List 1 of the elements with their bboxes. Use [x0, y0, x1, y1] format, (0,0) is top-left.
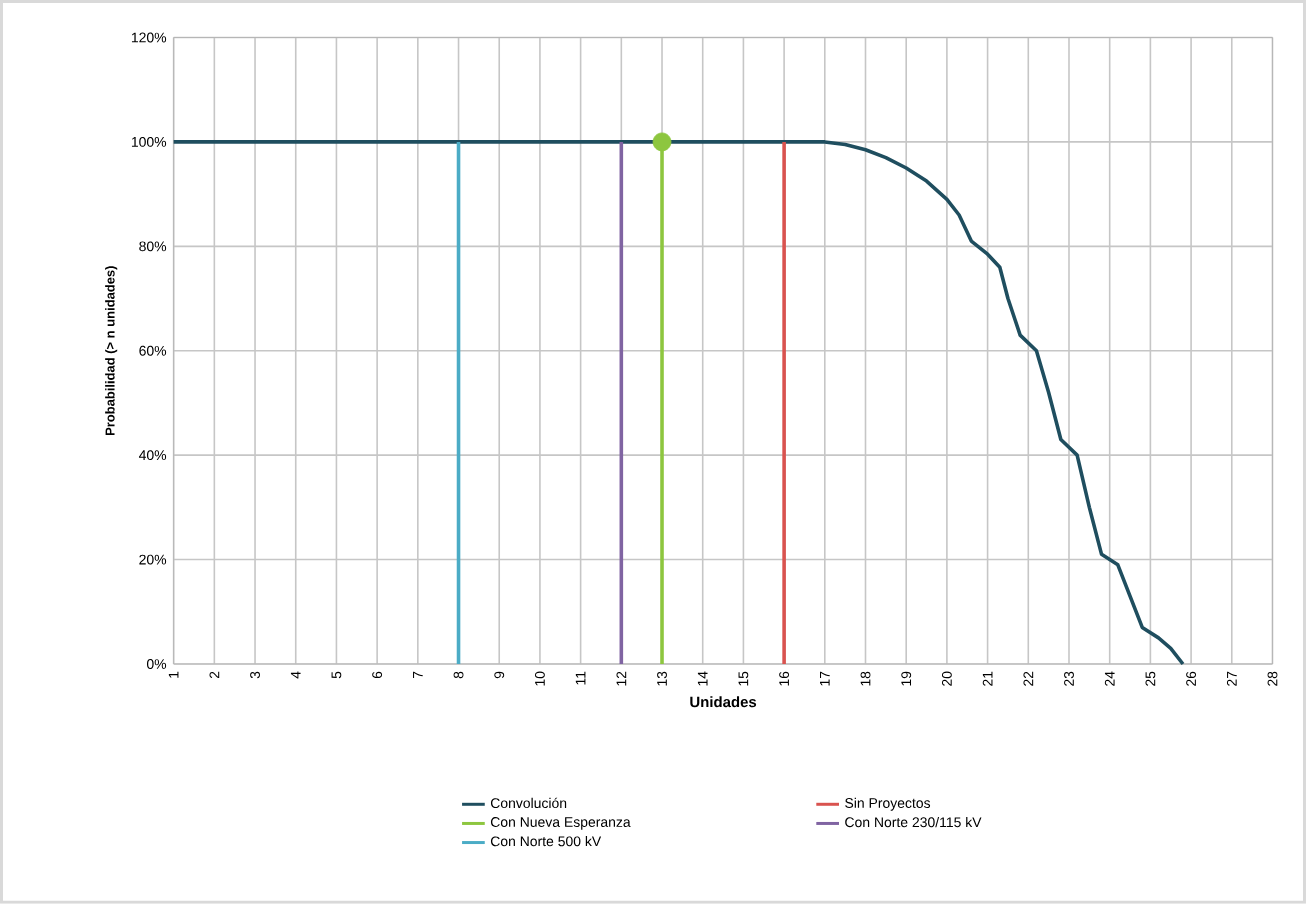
line-series — [171, 140, 1185, 666]
